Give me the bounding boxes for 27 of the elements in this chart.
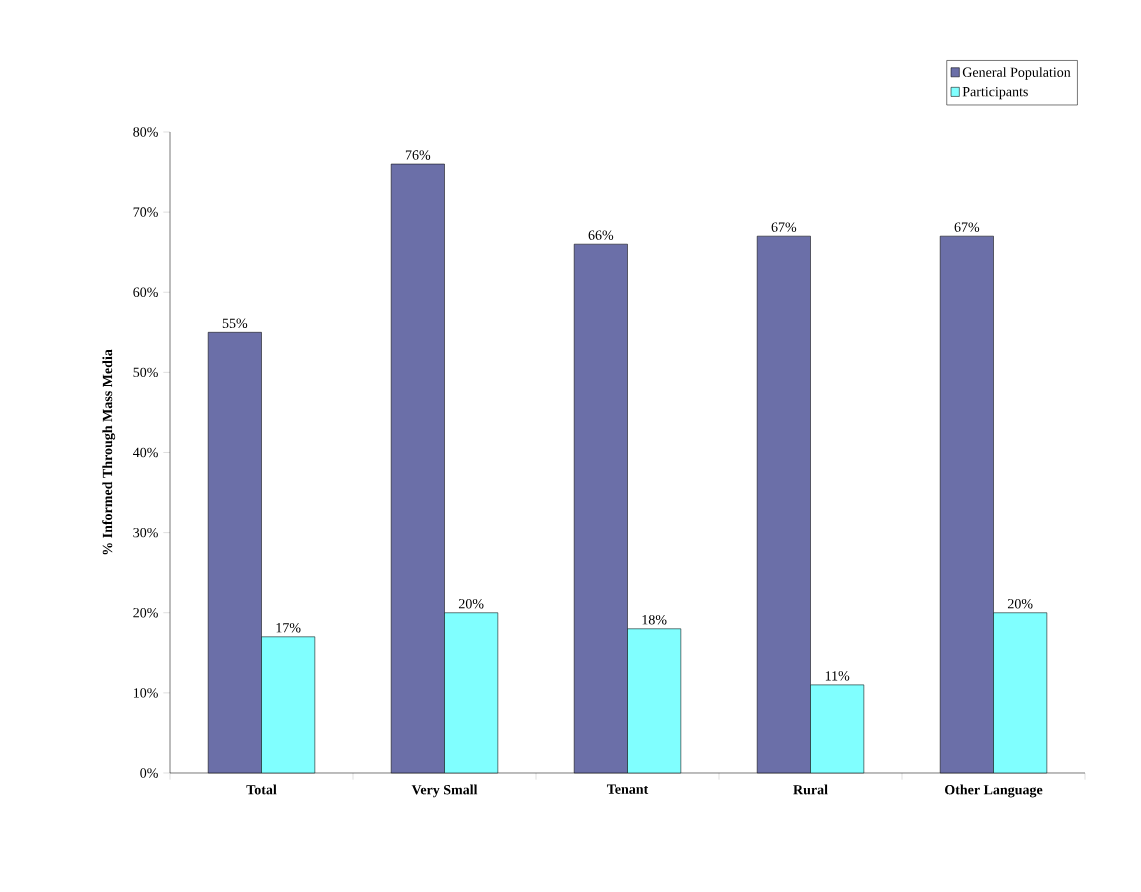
y-tick-label: 0% [140,768,158,778]
x-tick-label: Total [246,784,277,795]
data-label: 55% [222,318,248,329]
data-label: 20% [458,598,484,609]
x-tick-label: Very Small [411,784,478,798]
y-tick-label: 50% [133,367,158,378]
legend-label: Participants [962,86,1028,100]
data-label: 17% [276,623,301,633]
y-tick-label: 40% [133,447,158,458]
data-label: 18% [642,615,667,625]
y-tick-label: 20% [133,608,158,618]
x-tick-label: Other Language [945,784,1043,798]
y-axis-title: % Informed Through Mass Media [102,349,116,555]
data-label: 20% [1007,598,1033,609]
data-label: 11% [825,671,850,681]
y-tick-label: 60% [133,287,158,297]
x-tick-label: Rural [793,784,828,795]
legend-label: General Population [962,67,1071,80]
data-label: 67% [771,222,797,232]
data-label: 67% [954,222,980,232]
data-label: 66% [588,230,614,240]
data-label: 76% [405,150,431,160]
y-tick-label: 10% [133,688,158,698]
y-tick-label: 80% [133,127,158,137]
x-tick-label: Tenant [606,784,649,794]
y-tick-label: 30% [133,527,158,538]
y-tick-label: 70% [133,207,158,217]
